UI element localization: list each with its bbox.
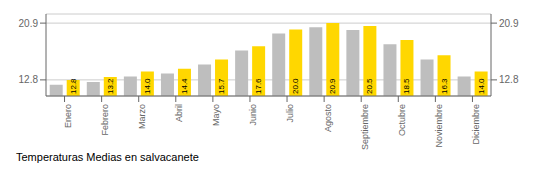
svg-text:Marzo: Marzo xyxy=(137,104,147,129)
svg-text:16.3: 16.3 xyxy=(440,78,449,94)
svg-text:12.8: 12.8 xyxy=(19,74,39,85)
svg-text:15.7: 15.7 xyxy=(217,78,226,94)
svg-text:14.0: 14.0 xyxy=(477,78,486,94)
html-text:Temperaturas Medias en salvaca: Temperaturas Medias en salvacanete xyxy=(16,151,199,163)
svg-text:Agosto: Agosto xyxy=(323,104,333,132)
svg-text:13.2: 13.2 xyxy=(106,78,115,94)
svg-text:14.0: 14.0 xyxy=(143,78,152,94)
svg-text:Septiembre: Septiembre xyxy=(360,104,370,150)
svg-text:18.5: 18.5 xyxy=(402,78,411,94)
svg-text:20.9: 20.9 xyxy=(328,78,337,94)
svg-text:20.9: 20.9 xyxy=(19,18,39,29)
svg-text:Febrero: Febrero xyxy=(100,104,110,136)
svg-text:Junio: Junio xyxy=(248,104,258,126)
svg-text:17.6: 17.6 xyxy=(254,78,263,94)
svg-text:Noviembre: Noviembre xyxy=(434,104,444,148)
svg-text:Mayo: Mayo xyxy=(211,104,221,126)
svg-text:20.9: 20.9 xyxy=(499,18,519,29)
svg-text:20.0: 20.0 xyxy=(291,78,300,94)
svg-text:Abril: Abril xyxy=(174,104,184,122)
svg-text:Julio: Julio xyxy=(285,104,295,123)
svg-text:20.5: 20.5 xyxy=(365,78,374,94)
svg-text:Enero: Enero xyxy=(63,104,73,128)
svg-text:Octubre: Octubre xyxy=(397,104,407,136)
svg-text:12.8: 12.8 xyxy=(69,78,78,94)
svg-text:Diciembre: Diciembre xyxy=(471,104,481,145)
svg-text:14.4: 14.4 xyxy=(180,78,189,94)
svg-text:12.8: 12.8 xyxy=(499,74,519,85)
